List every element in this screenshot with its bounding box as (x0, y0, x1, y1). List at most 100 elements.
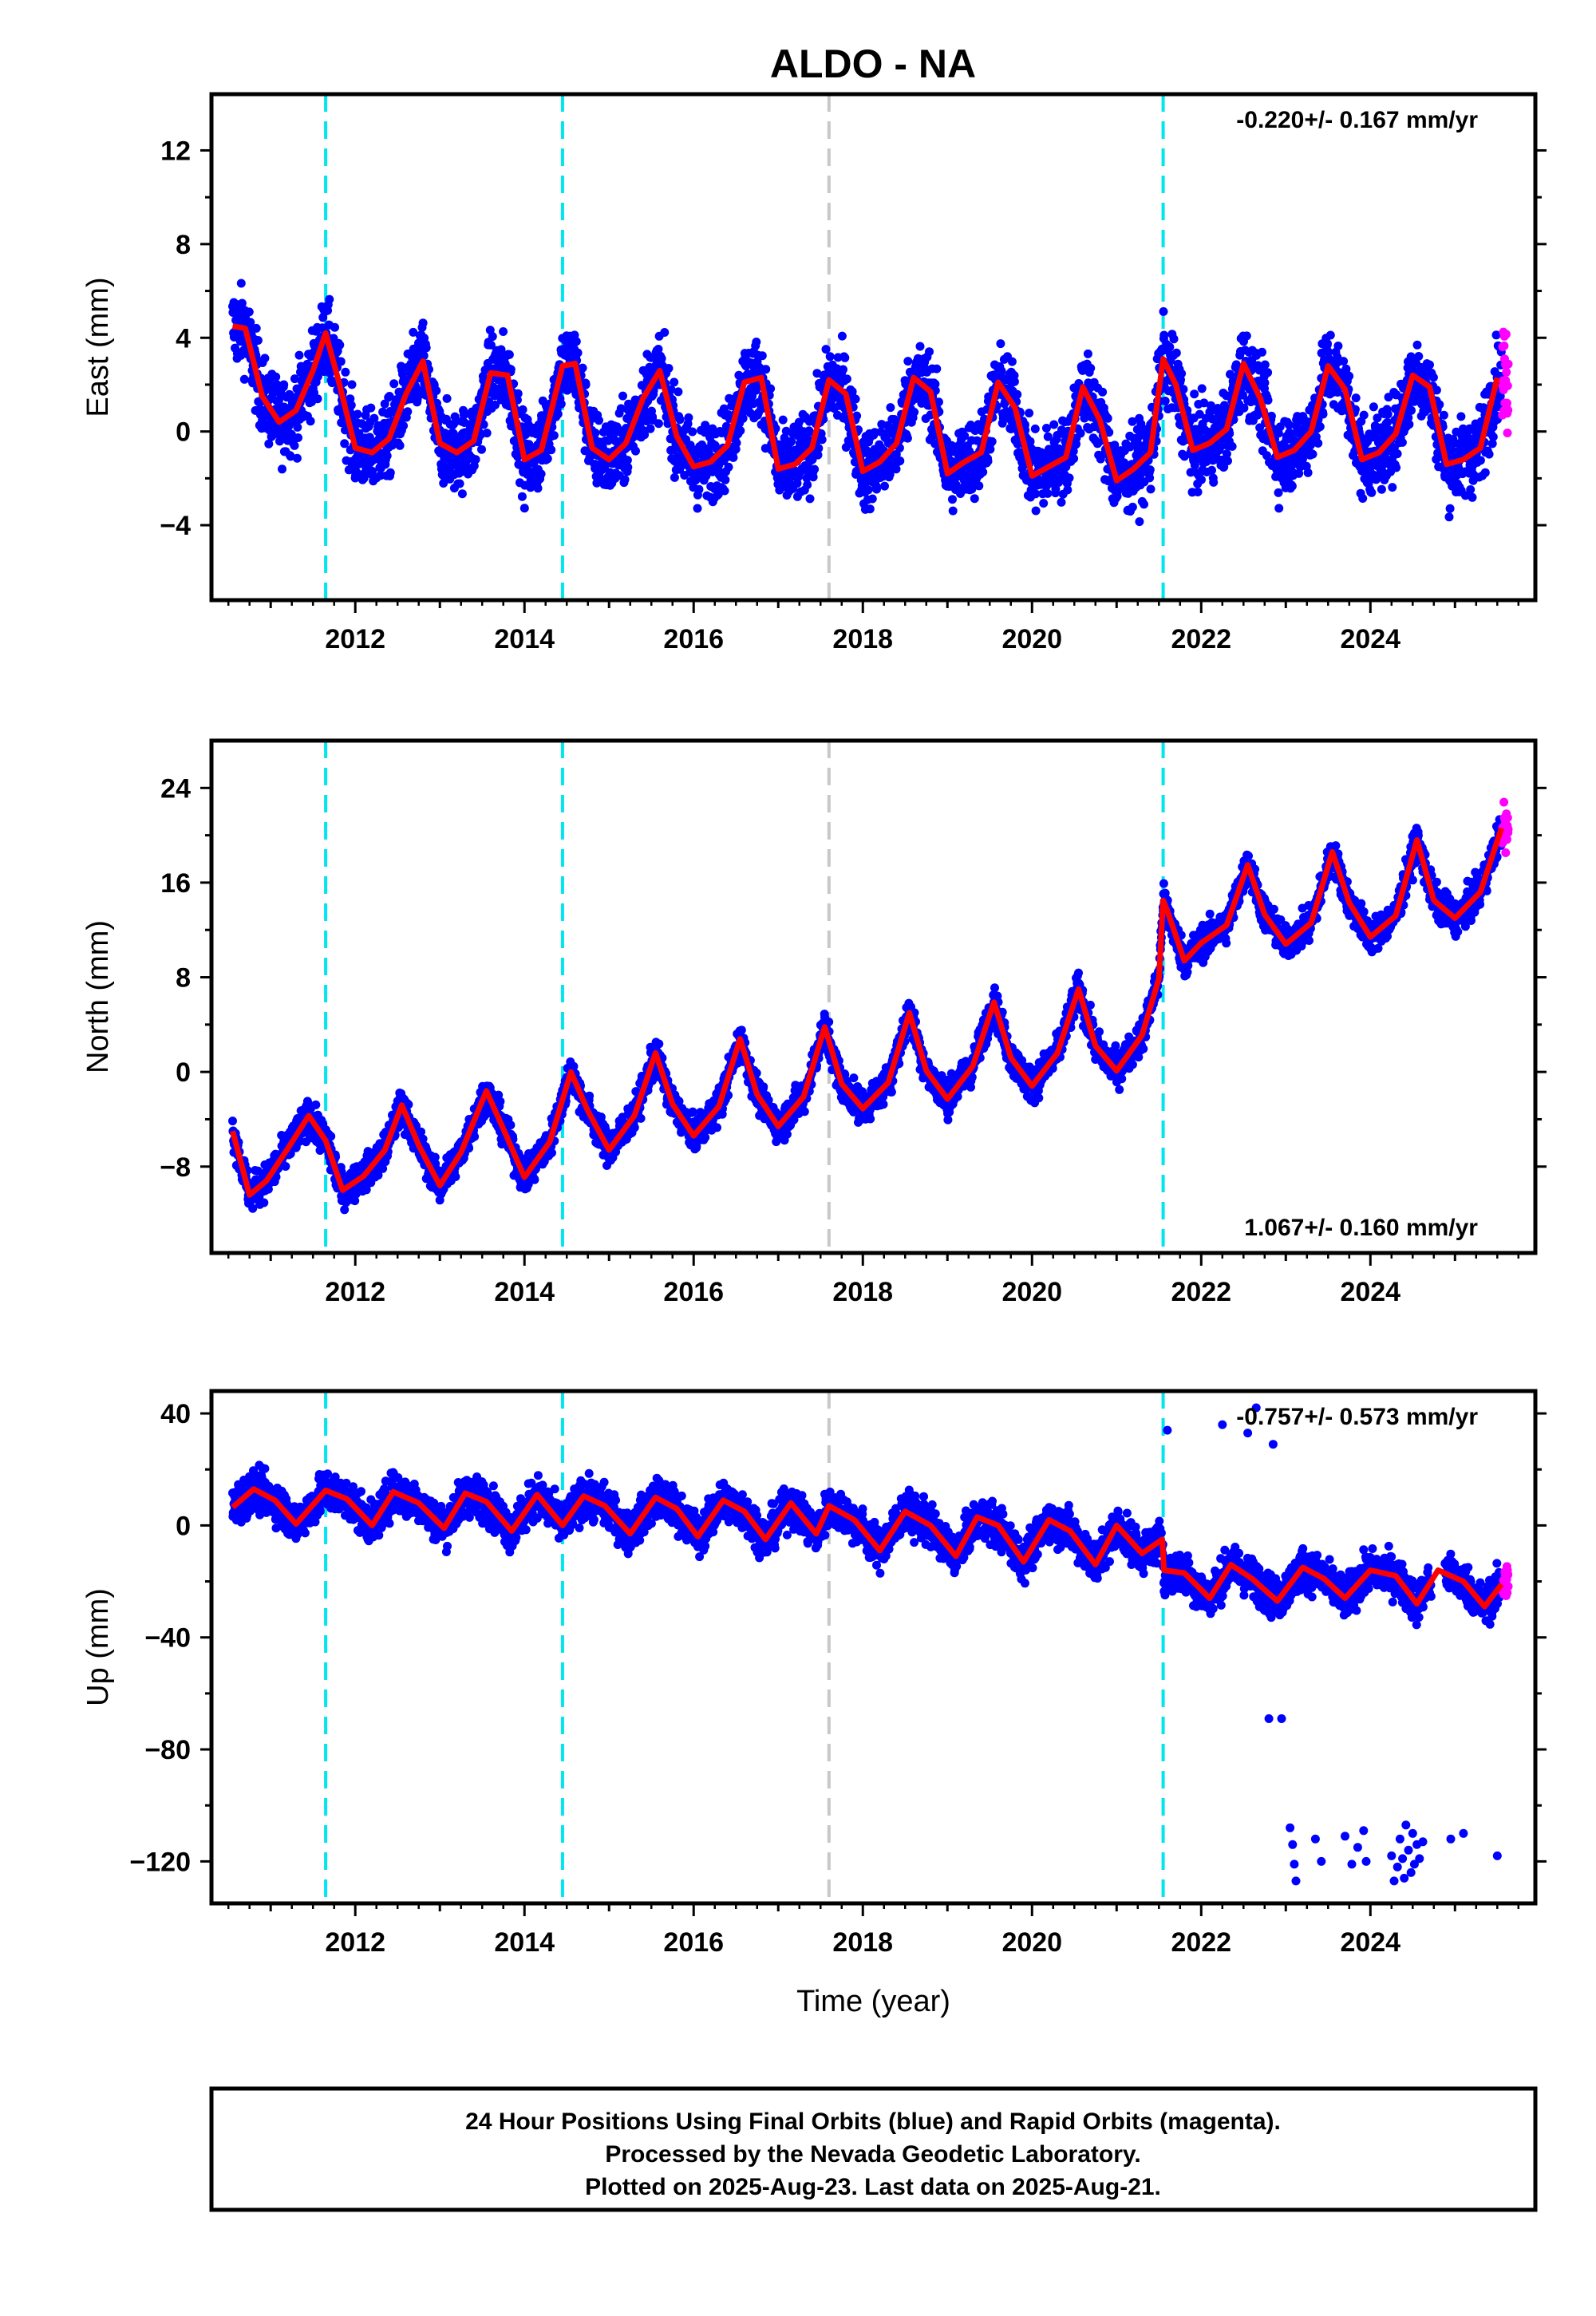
data-point (880, 481, 889, 491)
data-point (573, 348, 583, 358)
data-point (1190, 389, 1199, 399)
data-point (1025, 437, 1035, 446)
data-point (660, 328, 670, 337)
data-point (353, 409, 362, 419)
data-point (368, 467, 377, 476)
data-point (1169, 334, 1179, 344)
data-point (1432, 385, 1441, 395)
data-point (1323, 339, 1332, 349)
data-point (732, 438, 741, 448)
x-tick-label: 2020 (1001, 624, 1062, 654)
data-point (1260, 378, 1270, 388)
data-point (543, 454, 552, 464)
data-point (1025, 409, 1034, 418)
data-point (499, 327, 508, 336)
data-point (932, 364, 942, 373)
data-point (1063, 485, 1073, 495)
data-point (1263, 396, 1273, 405)
data-point (618, 391, 627, 401)
data-point (409, 327, 418, 337)
data-point (294, 350, 304, 360)
data-point (271, 1172, 281, 1182)
data-point (960, 431, 970, 441)
data-point (1404, 413, 1413, 422)
data-point (872, 484, 881, 494)
data-point (278, 464, 286, 474)
data-point (817, 435, 827, 445)
data-point (970, 494, 979, 504)
data-point (264, 439, 274, 449)
data-point (294, 1136, 304, 1146)
data-point (1110, 441, 1120, 450)
data-point (903, 357, 913, 366)
data-point (290, 441, 299, 450)
data-point (1484, 449, 1494, 459)
data-point (1030, 424, 1040, 433)
data-point (313, 394, 322, 404)
data-point (1460, 491, 1470, 500)
data-point (694, 484, 704, 494)
data-point (752, 338, 761, 346)
data-point (852, 411, 862, 421)
data-point (1373, 413, 1382, 423)
data-point (675, 415, 685, 425)
data-point (471, 455, 480, 464)
data-point (496, 345, 506, 354)
data-point (1159, 306, 1168, 316)
data-point (674, 387, 683, 397)
data-point (983, 456, 993, 466)
data-point (657, 354, 666, 363)
data-point (1065, 473, 1074, 483)
x-tick-label: 2014 (494, 624, 555, 654)
data-point (867, 494, 877, 504)
data-point (290, 374, 299, 384)
data-point (239, 374, 249, 384)
data-point (948, 495, 957, 504)
data-point (1274, 488, 1283, 497)
data-point (1369, 402, 1378, 412)
data-point (1314, 438, 1323, 448)
data-point (1476, 456, 1485, 465)
data-point (1315, 422, 1325, 432)
data-point (385, 407, 395, 416)
data-point (1324, 347, 1333, 357)
data-point (847, 387, 857, 397)
data-point (1069, 454, 1079, 464)
data-point (1258, 347, 1266, 357)
data-point (915, 342, 925, 351)
data-point (787, 437, 796, 446)
data-point (330, 322, 339, 332)
data-point (1223, 456, 1232, 465)
data-point (903, 433, 912, 443)
data-point (366, 403, 376, 413)
data-point (553, 409, 563, 419)
data-point (1076, 429, 1085, 438)
data-point (934, 397, 943, 407)
data-point (1239, 403, 1249, 413)
data-point (664, 364, 674, 373)
data-point (813, 450, 823, 460)
data-point (996, 339, 1005, 349)
data-point (432, 386, 441, 395)
data-point (1227, 441, 1237, 451)
data-point (808, 472, 818, 482)
data-point (1197, 475, 1206, 484)
data-point (1414, 352, 1424, 361)
data-point (259, 1198, 269, 1207)
data-point (1171, 348, 1181, 358)
x-tick-label: 2012 (325, 624, 385, 654)
data-point (477, 445, 486, 454)
data-point (986, 445, 995, 454)
data-point (1057, 497, 1066, 507)
data-point (1284, 420, 1294, 429)
data-point (281, 1162, 290, 1171)
data-point (757, 351, 767, 361)
data-point (670, 472, 679, 482)
data-point (1146, 484, 1156, 494)
data-point (1318, 409, 1328, 419)
data-point (1160, 397, 1170, 405)
data-point (526, 483, 535, 492)
data-point (623, 463, 633, 472)
data-point (1098, 387, 1108, 397)
y-tick-label: 12 (160, 136, 191, 166)
